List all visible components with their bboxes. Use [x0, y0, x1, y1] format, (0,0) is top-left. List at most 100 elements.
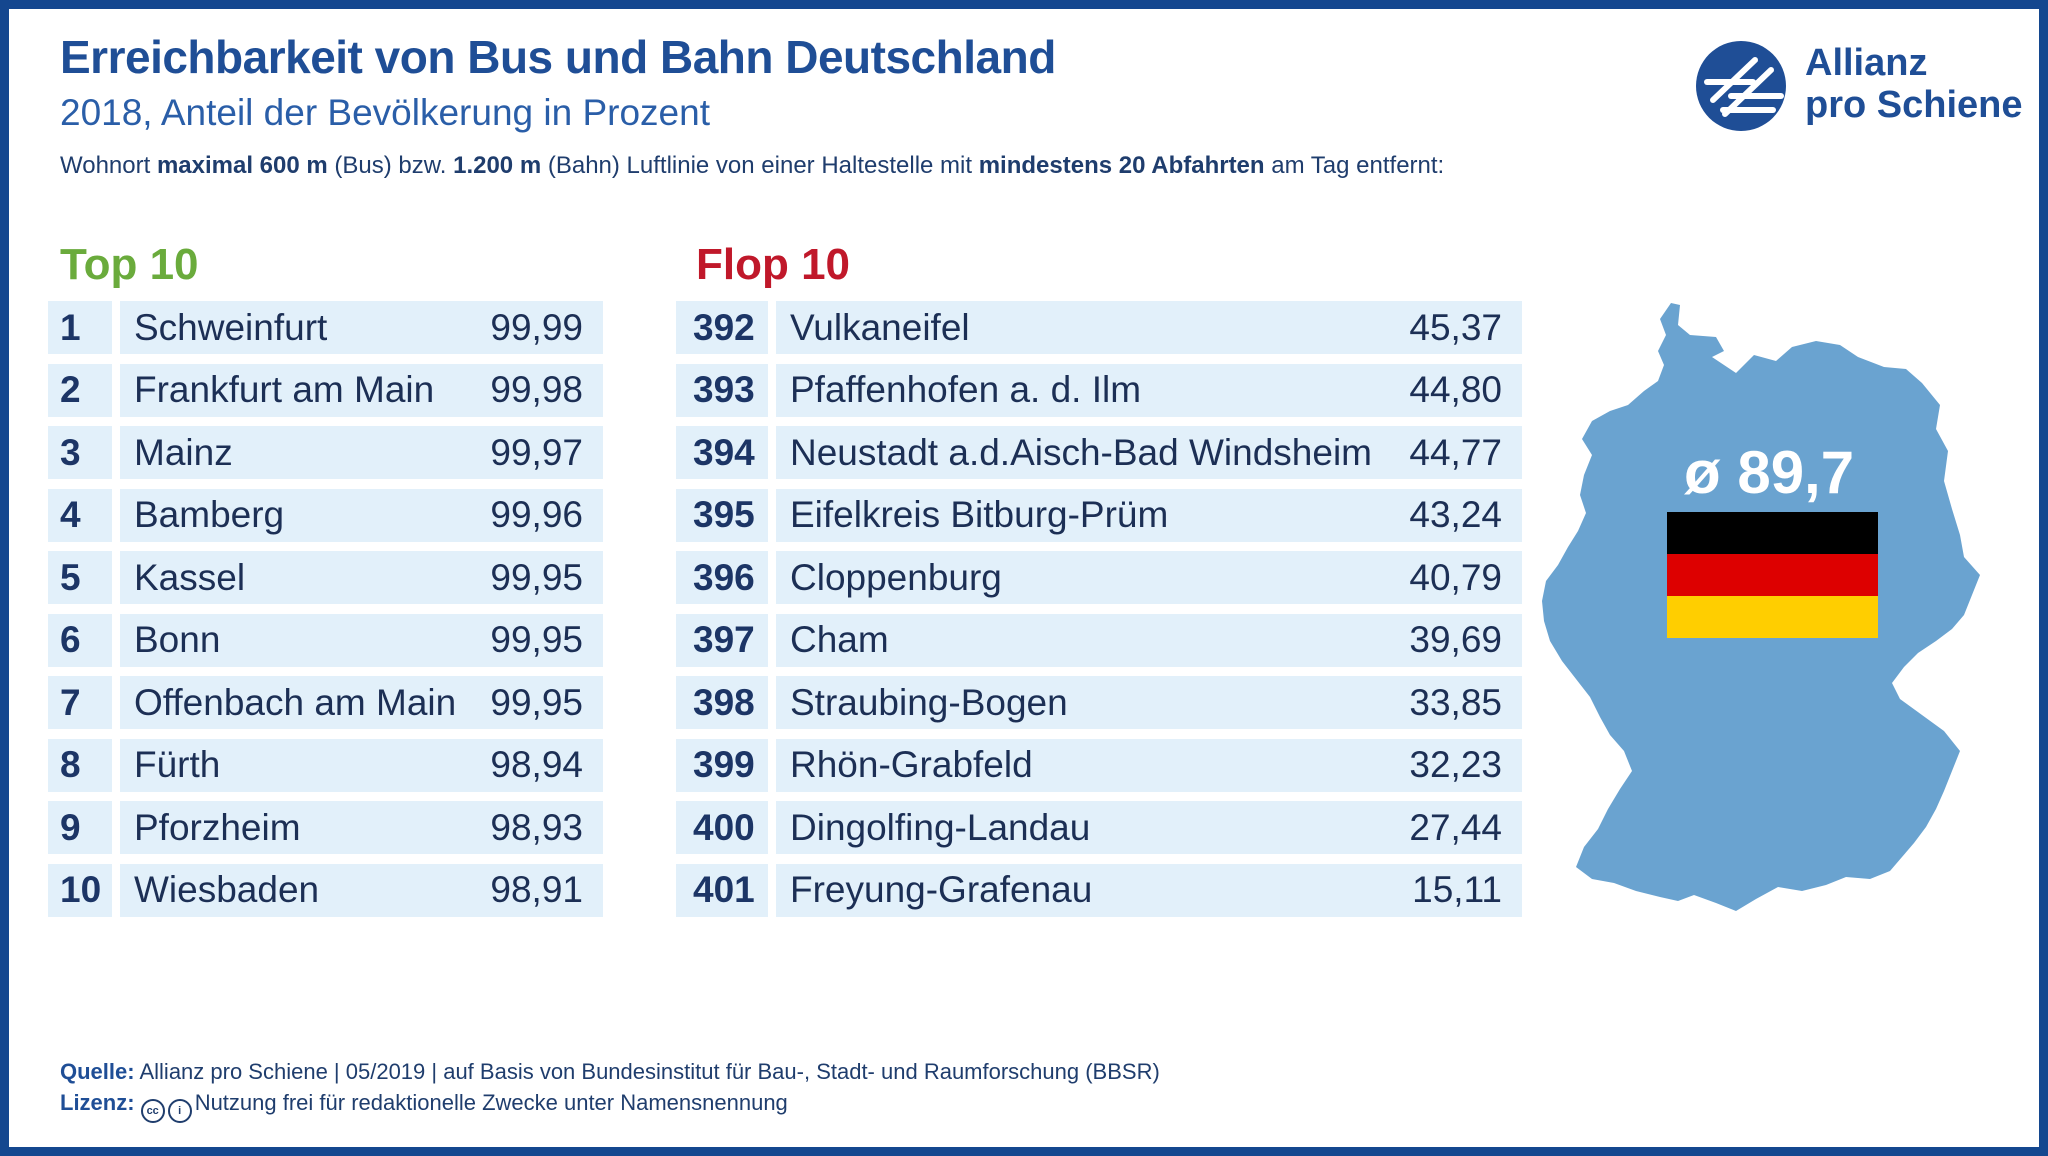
top-name: Bonn [120, 613, 491, 667]
license-line: Lizenz: cc i Nutzung frei für redaktionell… [60, 1087, 1160, 1123]
license-text: Nutzung frei für redaktionelle Zwecke un… [194, 1090, 788, 1115]
flop-name: Dingolfing-Landau [776, 801, 1410, 854]
flop-rank: 392 [676, 301, 768, 354]
top-rank: 7 [48, 676, 112, 729]
flop-row: 398 Straubing-Bogen 33,85 [676, 676, 1522, 729]
source-line: Quelle: Allianz pro Schiene | 05/2019 | … [60, 1056, 1160, 1087]
top-value: 99,97 [490, 426, 603, 479]
flop-value: 27,44 [1409, 801, 1522, 854]
top-value: 98,94 [490, 738, 603, 792]
desc-bold-3: mindestens 20 Abfahrten [978, 152, 1265, 179]
flop-row: 396 Cloppenburg 40,79 [676, 551, 1522, 604]
top-name: Wiesbaden [120, 863, 491, 917]
top-name: Mainz [120, 426, 491, 479]
top-row: 2 Frankfurt am Main 99,98 [48, 363, 603, 417]
flop-row: 397 Cham 39,69 [676, 613, 1522, 667]
flop-rank: 396 [676, 551, 768, 604]
flop-rank: 397 [676, 613, 768, 667]
top-row: 7 Offenbach am Main 99,95 [48, 676, 603, 729]
top-name: Pforzheim [120, 801, 491, 854]
allianz-pro-schiene-logo: Allianz pro Schiene [1693, 38, 2023, 134]
top-rank: 6 [48, 613, 112, 667]
flag-stripe-black [1667, 512, 1878, 554]
desc-text-1: Wohnort [60, 152, 157, 179]
flop-value: 44,77 [1409, 426, 1522, 479]
german-flag-icon [1667, 512, 1878, 638]
top-row: 10 Wiesbaden 98,91 [48, 863, 603, 917]
logo-mark-icon [1696, 41, 1786, 131]
desc-text-4: am Tag entfernt: [1264, 152, 1445, 179]
flop-row: 395 Eifelkreis Bitburg-Prüm 43,24 [676, 488, 1522, 542]
license-label: Lizenz: [60, 1090, 135, 1115]
flop-name: Straubing-Bogen [776, 676, 1410, 729]
flop-name: Neustadt a.d.Aisch-Bad Windsheim [776, 426, 1410, 479]
top-name: Schweinfurt [120, 301, 491, 354]
flop-value: 39,69 [1409, 613, 1522, 667]
top10-table: 1 Schweinfurt 99,99 2 Frankfurt am Main 99,98… [48, 301, 603, 926]
flop-row: 392 Vulkaneifel 45,37 [676, 301, 1522, 354]
flop-value: 33,85 [1409, 676, 1522, 729]
top-name: Bamberg [120, 488, 491, 542]
top-row: 6 Bonn 99,95 [48, 613, 603, 667]
top-value: 99,95 [490, 551, 603, 604]
flop-name: Cloppenburg [776, 551, 1410, 604]
logo-line-1: Allianz [1805, 42, 1928, 84]
flop-name: Vulkaneifel [776, 301, 1410, 354]
flop-rank: 393 [676, 363, 768, 417]
flop-name: Eifelkreis Bitburg-Prüm [776, 488, 1410, 542]
top-rank: 10 [48, 863, 112, 917]
flop10-heading: Flop 10 [696, 240, 851, 289]
flag-stripe-red [1667, 554, 1878, 596]
top-rank: 4 [48, 488, 112, 542]
flop-name: Rhön-Grabfeld [776, 738, 1410, 792]
top-rank: 8 [48, 738, 112, 792]
top-rank: 2 [48, 363, 112, 417]
flop-row: 400 Dingolfing-Landau 27,44 [676, 801, 1522, 854]
source-label: Quelle: [60, 1059, 135, 1084]
desc-bold-1: maximal 600 m [156, 152, 328, 179]
top-rank: 1 [48, 301, 112, 354]
flop-value: 44,80 [1409, 363, 1522, 417]
desc-text-2: (Bus) bzw. [327, 152, 454, 179]
source-text: Allianz pro Schiene | 05/2019 | auf Basi… [134, 1059, 1160, 1084]
flop-row: 394 Neustadt a.d.Aisch-Bad Windsheim 44,77 [676, 426, 1522, 479]
logo-text: Allianz pro Schiene [1805, 42, 2023, 126]
top-rank: 3 [48, 426, 112, 479]
desc-bold-2: 1.200 m [453, 152, 542, 179]
top-row: 1 Schweinfurt 99,99 [48, 301, 603, 354]
top-value: 99,96 [490, 488, 603, 542]
top-row: 5 Kassel 99,95 [48, 551, 603, 604]
footer: Quelle: Allianz pro Schiene | 05/2019 | … [60, 1056, 1160, 1123]
flop-name: Pfaffenhofen a. d. Ilm [776, 363, 1410, 417]
top-row: 8 Fürth 98,94 [48, 738, 603, 792]
top-name: Kassel [120, 551, 491, 604]
creative-commons-icon: cc [140, 1099, 165, 1123]
desc-text-3: (Bahn) Luftlinie von einer Haltestelle m… [541, 152, 979, 179]
top-rank: 9 [48, 801, 112, 854]
flop-value: 40,79 [1409, 551, 1522, 604]
top-value: 99,95 [490, 676, 603, 729]
top-value: 98,93 [490, 801, 603, 854]
flop-rank: 401 [676, 863, 768, 917]
top-value: 98,91 [490, 863, 603, 917]
flop-value: 43,24 [1409, 488, 1522, 542]
page-title: Erreichbarkeit von Bus und Bahn Deutschl… [60, 31, 1056, 83]
flop-row: 399 Rhön-Grabfeld 32,23 [676, 738, 1522, 792]
top-value: 99,98 [490, 363, 603, 417]
flop-value: 45,37 [1409, 301, 1522, 354]
flop-rank: 394 [676, 426, 768, 479]
top-name: Frankfurt am Main [120, 363, 491, 417]
top-row: 4 Bamberg 99,96 [48, 488, 603, 542]
flag-stripe-gold [1667, 596, 1878, 638]
flop-rank: 400 [676, 801, 768, 854]
top-rank: 5 [48, 551, 112, 604]
average-value: ø 89,7 [1684, 439, 1855, 506]
flop-value: 32,23 [1409, 738, 1522, 792]
top-row: 9 Pforzheim 98,93 [48, 801, 603, 854]
flop-name: Freyung-Grafenau [776, 863, 1413, 917]
top-row: 3 Mainz 99,97 [48, 426, 603, 479]
flop10-table: 392 Vulkaneifel 45,37 393 Pfaffenhofen a. d.… [676, 301, 1522, 926]
top-name: Offenbach am Main [120, 676, 491, 729]
flop-rank: 398 [676, 676, 768, 729]
flop-row: 401 Freyung-Grafenau 15,11 [676, 863, 1522, 917]
